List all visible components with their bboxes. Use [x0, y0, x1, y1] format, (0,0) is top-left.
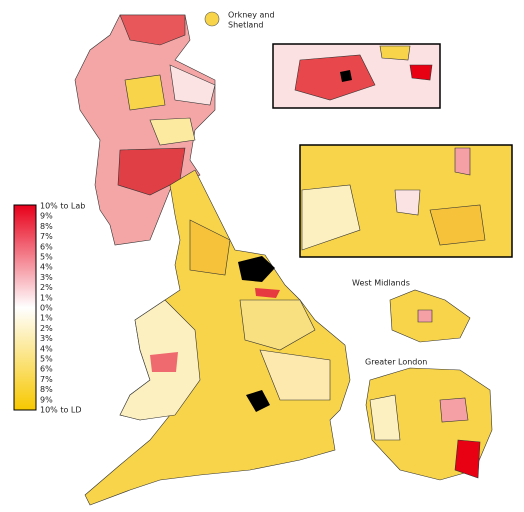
orkney-marker	[204, 11, 220, 27]
black-area	[340, 70, 352, 82]
greater-london-label: Greater London	[365, 358, 427, 367]
legend-label: 4%	[40, 344, 53, 353]
england-region	[189, 219, 231, 276]
legend-label: 3%	[40, 334, 53, 343]
legend-label: 3%	[40, 273, 53, 282]
red-area	[150, 352, 178, 372]
greater-london-region	[369, 394, 401, 441]
greater-london-region	[439, 397, 469, 423]
legend-label: 5%	[40, 253, 53, 262]
orkney-label: Orkney and	[228, 11, 275, 20]
black-area	[246, 390, 270, 412]
legend-label: 4%	[40, 263, 53, 272]
inset-region	[379, 45, 411, 61]
legend-label: 7%	[40, 232, 53, 241]
legend-label: 7%	[40, 375, 53, 384]
legend-label: 9%	[40, 395, 53, 404]
legend-label: 10% to LD	[40, 406, 82, 415]
orkney-label: Shetland	[228, 21, 263, 30]
scotland-region	[119, 14, 186, 46]
inset-region	[294, 54, 376, 101]
black-area	[238, 256, 275, 282]
red-area	[255, 288, 280, 298]
legend-labels: 10% to Lab9%8%7%6%5%4%3%2%1%0%1%2%3%4%5%…	[40, 202, 85, 415]
scotland-region	[169, 64, 216, 106]
legend-label: 9%	[40, 212, 53, 221]
inset-region	[394, 189, 421, 216]
england-region	[259, 349, 331, 401]
west-midlands-region	[417, 309, 433, 323]
greater-london-region	[454, 439, 481, 479]
scotland-region	[149, 117, 196, 146]
scotland-region	[117, 147, 186, 196]
legend-label: 2%	[40, 324, 53, 333]
legend-label: 1%	[40, 293, 53, 302]
legend-label: 0%	[40, 304, 53, 313]
legend-label: 1%	[40, 314, 53, 323]
inset-region	[409, 64, 433, 81]
inset-region	[454, 147, 471, 176]
legend-label: 6%	[40, 242, 53, 251]
inset-region	[429, 204, 486, 246]
inset-region	[301, 184, 361, 251]
legend-label: 8%	[40, 385, 53, 394]
legend-label: 6%	[40, 365, 53, 374]
legend-label: 8%	[40, 222, 53, 231]
england-region	[239, 299, 316, 351]
legend-scale	[13, 204, 37, 411]
scotland-region	[124, 74, 166, 111]
legend-label: 2%	[40, 283, 53, 292]
legend-label: 10% to Lab	[40, 202, 85, 211]
west-midlands-label: West Midlands	[352, 279, 410, 288]
legend-label: 5%	[40, 355, 53, 364]
